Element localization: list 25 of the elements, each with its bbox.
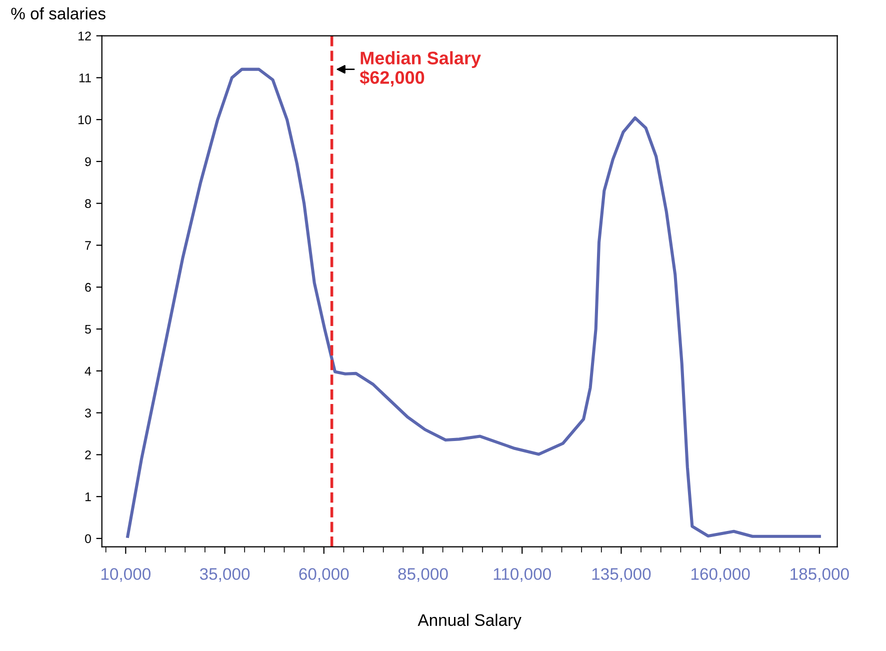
y-tick-label: 0 bbox=[85, 534, 91, 544]
y-tick-label: 8 bbox=[85, 199, 91, 208]
y-tick-label: 5 bbox=[85, 324, 91, 334]
x-tick-label: 85,000 bbox=[398, 568, 448, 582]
y-tick-label: 12 bbox=[78, 32, 91, 40]
y-tick-label: 9 bbox=[85, 157, 91, 166]
x-axis-title: Annual Salary bbox=[418, 614, 522, 630]
x-tick-label: 110,000 bbox=[494, 568, 551, 582]
y-tick-label: 11 bbox=[79, 74, 91, 82]
y-tick-label: 4 bbox=[84, 366, 92, 376]
x-tick-label: 135,000 bbox=[592, 568, 651, 582]
y-tick-label: 10 bbox=[78, 115, 91, 124]
y-tick-label: 6 bbox=[85, 282, 91, 292]
x-tick-label: 160,000 bbox=[691, 568, 750, 582]
y-tick-label: 1 bbox=[85, 492, 91, 502]
y-axis-title: % of salaries bbox=[11, 7, 106, 20]
line-series bbox=[126, 68, 821, 538]
y-tick-label: 2 bbox=[85, 450, 91, 460]
x-tick-label: 185,000 bbox=[790, 568, 849, 582]
y-tick-label: 7 bbox=[85, 241, 91, 250]
ref-line-label: Median Salary $62,000 bbox=[360, 51, 481, 87]
x-tick-label: 35,000 bbox=[200, 568, 250, 582]
y-tick-label: 3 bbox=[85, 408, 91, 418]
x-tick-label: 10,000 bbox=[101, 568, 151, 582]
x-tick-label: 60,000 bbox=[299, 568, 349, 582]
